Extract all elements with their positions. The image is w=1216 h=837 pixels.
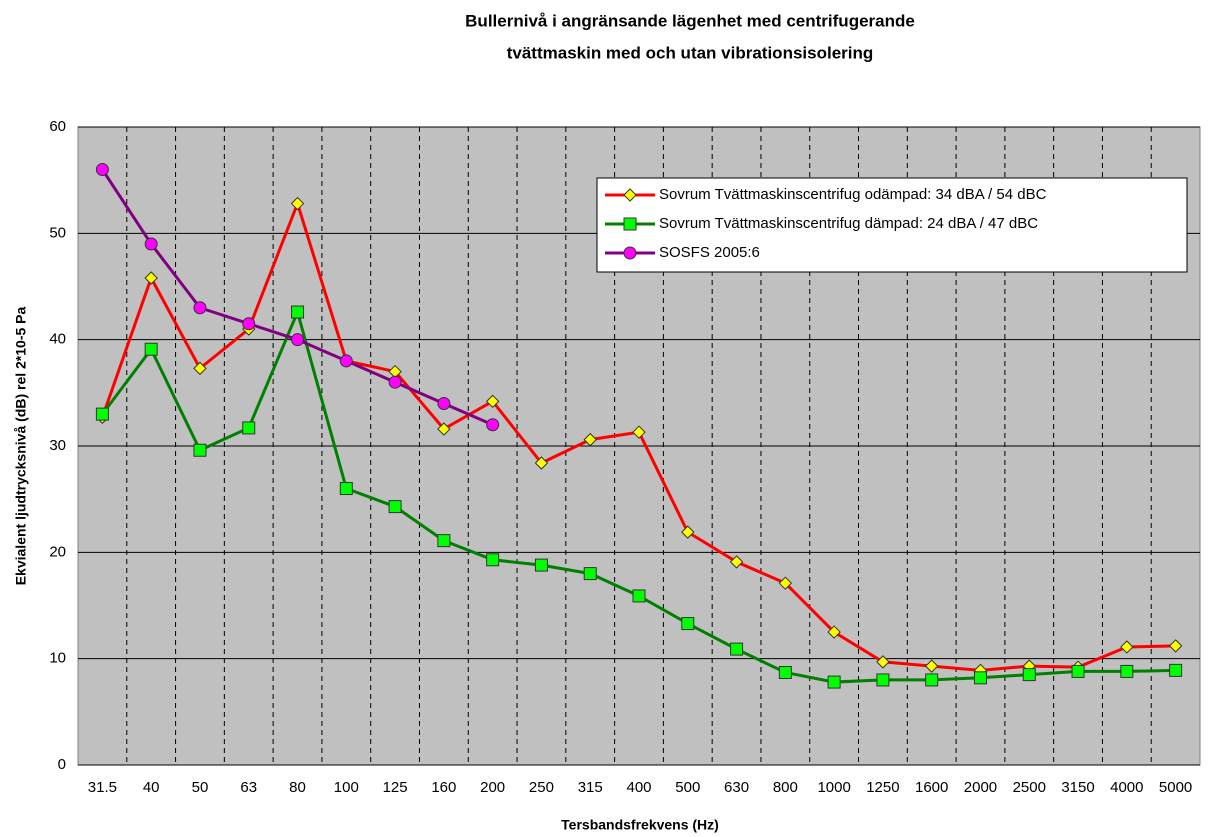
x-tick-label: 31.5 xyxy=(88,779,117,796)
marker xyxy=(437,396,451,410)
legend-label: SOSFS 2005:6 xyxy=(659,244,760,261)
legend-label: Sovrum Tvättmaskinscentrifug odämpad: 34… xyxy=(659,186,1047,203)
marker xyxy=(242,317,256,331)
y-tick-label: 30 xyxy=(49,437,66,454)
x-tick-label: 3150 xyxy=(1061,779,1094,796)
marker xyxy=(827,675,841,689)
marker xyxy=(95,407,109,421)
marker xyxy=(1168,639,1183,653)
marker xyxy=(1022,668,1036,682)
x-tick-label: 315 xyxy=(578,779,603,796)
marker xyxy=(339,354,353,368)
x-tick-label: 250 xyxy=(529,779,554,796)
marker xyxy=(485,394,500,409)
marker xyxy=(632,589,646,603)
marker xyxy=(534,558,548,572)
marker xyxy=(623,188,637,202)
x-tick-label: 800 xyxy=(773,779,798,796)
x-tick-label: 4000 xyxy=(1110,779,1143,796)
x-tick-label: 630 xyxy=(724,779,749,796)
marker xyxy=(876,655,890,669)
marker xyxy=(583,432,597,447)
marker xyxy=(924,659,939,673)
marker xyxy=(290,196,305,211)
marker xyxy=(729,555,744,569)
marker xyxy=(144,237,158,251)
marker xyxy=(1120,664,1134,678)
chart-title: Bullernivå i angränsande lägenhet med ce… xyxy=(465,11,915,30)
marker xyxy=(730,642,744,656)
legend-box xyxy=(596,177,1188,273)
marker xyxy=(339,482,353,496)
marker xyxy=(193,361,207,376)
marker xyxy=(623,217,637,231)
marker xyxy=(388,500,402,514)
marker xyxy=(486,418,500,432)
chart-title: tvättmaskin med och utan vibrationsisole… xyxy=(507,43,874,62)
marker xyxy=(1120,640,1134,654)
y-tick-label: 40 xyxy=(49,331,66,348)
marker xyxy=(778,665,792,679)
marker xyxy=(876,673,890,687)
x-tick-label: 1000 xyxy=(817,779,850,796)
x-tick-label: 40 xyxy=(143,779,160,796)
marker xyxy=(144,342,158,356)
x-tick-label: 500 xyxy=(675,779,700,796)
marker xyxy=(632,425,646,439)
x-tick-label: 50 xyxy=(192,779,209,796)
marker xyxy=(486,553,500,567)
marker xyxy=(437,534,451,548)
legend-label: Sovrum Tvättmaskinscentrifug dämpad: 24 … xyxy=(659,215,1038,232)
marker xyxy=(583,567,597,581)
marker xyxy=(193,443,207,457)
marker xyxy=(388,375,402,389)
x-tick-label: 5000 xyxy=(1159,779,1192,796)
x-tick-label: 125 xyxy=(383,779,408,796)
y-axis-label: Ekvialent ljudtrycksnivå (dB) rel 2*10-5… xyxy=(13,307,29,586)
marker xyxy=(973,671,987,685)
marker xyxy=(437,422,451,436)
marker xyxy=(291,333,305,347)
marker xyxy=(623,246,637,260)
marker xyxy=(681,617,695,631)
y-tick-label: 0 xyxy=(58,756,66,773)
marker xyxy=(144,271,158,285)
x-tick-label: 2500 xyxy=(1013,779,1046,796)
x-tick-label: 2000 xyxy=(964,779,997,796)
x-tick-label: 80 xyxy=(289,779,306,796)
marker xyxy=(778,576,793,590)
marker xyxy=(95,163,109,177)
x-tick-label: 63 xyxy=(240,779,257,796)
marker xyxy=(1169,663,1183,677)
x-axis-label: Tersbandsfrekvens (Hz) xyxy=(561,817,719,833)
marker xyxy=(534,456,549,470)
marker xyxy=(1071,664,1085,678)
marker xyxy=(242,421,256,435)
y-tick-label: 10 xyxy=(49,650,66,667)
marker xyxy=(827,625,841,639)
x-tick-label: 400 xyxy=(626,779,651,796)
marker xyxy=(925,673,939,687)
marker xyxy=(193,301,207,315)
y-tick-label: 20 xyxy=(49,543,66,560)
x-tick-label: 1250 xyxy=(866,779,899,796)
x-tick-label: 160 xyxy=(431,779,456,796)
y-tick-label: 50 xyxy=(49,224,66,241)
x-tick-label: 100 xyxy=(334,779,359,796)
marker xyxy=(681,525,695,539)
marker xyxy=(291,305,305,319)
x-tick-label: 200 xyxy=(480,779,505,796)
x-tick-label: 1600 xyxy=(915,779,948,796)
y-tick-label: 60 xyxy=(49,118,66,135)
